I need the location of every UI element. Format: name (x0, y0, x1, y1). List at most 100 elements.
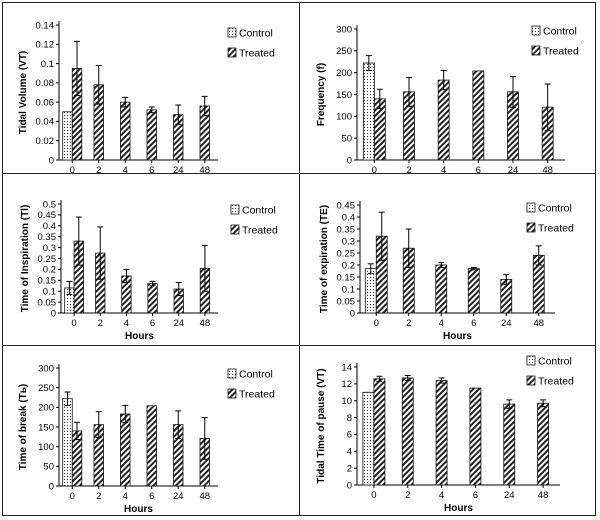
y-tick-label: 100 (336, 112, 352, 123)
x-axis-title: Hours (444, 503, 473, 514)
legend-label: Treated (242, 225, 278, 237)
x-tick-label: 2 (96, 491, 101, 502)
y-tick-label: 12 (341, 379, 352, 390)
legend-swatch-treated (230, 224, 240, 235)
legend-label: Control (242, 205, 276, 217)
y-axis-title: Time of expiration (TE) (319, 205, 330, 313)
x-tick-label: 24 (504, 490, 515, 501)
control-bar (62, 398, 73, 487)
treated-bar (472, 70, 485, 161)
control-bar (362, 391, 375, 486)
y-tick-label: 0.14 (36, 20, 55, 31)
y-tick-label: 250 (38, 383, 54, 394)
y-tick-label: 0.35 (337, 224, 356, 235)
x-tick-label: 4 (439, 318, 444, 329)
legend-swatch-control (526, 355, 536, 366)
x-tick-label: 48 (533, 318, 544, 329)
chart-svg: 00.050.10.150.20.250.30.350.40.450 2 4 6 24 4… (319, 200, 574, 342)
treated-bar (146, 405, 157, 487)
x-tick-label: 2 (406, 165, 411, 176)
y-tick-label: 0 (350, 308, 355, 319)
x-tick-label: 4 (124, 318, 129, 329)
x-tick-label: 6 (149, 491, 154, 502)
treated-bar (435, 264, 448, 314)
y-tick-label: 0.25 (38, 254, 57, 265)
x-tick-label: 6 (476, 165, 481, 176)
legend-swatch-treated (526, 375, 536, 386)
x-tick-label: 2 (405, 490, 410, 501)
legend-swatch-control (227, 368, 237, 379)
x-tick-label: 24 (173, 318, 184, 329)
x-tick-label: 48 (200, 318, 211, 329)
y-tick-label: 250 (336, 46, 352, 57)
y-axis-title: Tidal Time of pause (VT) (316, 368, 327, 483)
x-tick-label: 48 (199, 165, 210, 176)
y-tick-label: 6 (347, 430, 352, 441)
y-tick-label: 0 (347, 480, 352, 491)
y-tick-label: 0.06 (36, 97, 55, 108)
x-tick-label: 24 (501, 318, 512, 329)
y-tick-label: 0.1 (342, 284, 355, 295)
legend-swatch-treated (227, 388, 237, 399)
y-tick-label: 0.1 (43, 287, 56, 298)
y-axis-title: Time of break (Tь) (18, 384, 29, 471)
legend-label: Treated (239, 48, 275, 60)
treated-bar (437, 79, 450, 161)
y-axis-title: Tidal Volume (VT) (18, 51, 29, 135)
x-tick-label: 2 (98, 318, 103, 329)
x-tick-label: 6 (149, 165, 154, 176)
x-tick-label: 48 (538, 490, 549, 501)
expiration-time-panel: 0 0.05 0.1 0.15 0.2 0.25 0.3 0.35 0.4 0.45 0 2 4 6 24 4… (299, 173, 596, 346)
y-tick-label: 0.5 (43, 199, 56, 210)
x-tick-label: 2 (406, 318, 411, 329)
y-tick-label: 8 (347, 413, 352, 424)
y-tick-label: 0 (347, 155, 352, 166)
x-tick-label: 0 (372, 165, 377, 176)
y-tick-label: 0.3 (342, 236, 355, 247)
inspiration-time-panel: 0 0.05 0.1 0.15 0.2 0.25 0.3 0.35 0.4 0.45 0.5 0 2 4 6… (2, 173, 300, 346)
legend-swatch-control (526, 202, 536, 213)
y-tick-label: 0.1 (41, 59, 54, 70)
x-tick-label: 6 (471, 318, 476, 329)
x-tick-label: 4 (441, 165, 446, 176)
y-axis-title: Time of Inspiration (Tl) (20, 205, 31, 313)
legend-label: Control (538, 356, 572, 368)
treated-bar (469, 387, 482, 486)
y-tick-label: 10 (341, 396, 352, 407)
legend-swatch-control (531, 25, 541, 36)
legend-label: Treated (543, 46, 579, 58)
legend-swatch-treated (227, 47, 237, 58)
y-tick-label: 0.4 (43, 221, 56, 232)
y-tick-label: 0.4 (342, 212, 355, 223)
x-tick-label: 48 (542, 165, 553, 176)
y-tick-label: 300 (38, 363, 54, 374)
treated-bar (146, 109, 157, 161)
y-tick-label: 0 (49, 155, 54, 166)
x-tick-label: 4 (439, 490, 444, 501)
legend-swatch-control (227, 27, 237, 38)
legend-label: Treated (538, 223, 574, 235)
legend-swatch-treated (531, 45, 541, 56)
y-tick-label: 0.3 (43, 243, 56, 254)
y-tick-label: 4 (347, 447, 352, 458)
y-tick-label: 150 (38, 422, 54, 433)
x-tick-label: 0 (70, 491, 75, 502)
x-tick-label: 4 (123, 165, 128, 176)
chart-svg: 00.050.10.150.20.250.30.350.40.450.50 2 4 6… (20, 199, 278, 342)
treated-bar (147, 283, 158, 314)
tidal-volume-panel: 0 0.02 0.04 0.06 0.08 0.1 0.12 0.14 0 2 4 6 24 48 Tida… (2, 2, 300, 189)
y-tick-label: 0.08 (36, 78, 55, 89)
y-tick-label: 0.05 (38, 297, 57, 308)
y-tick-label: 2 (347, 463, 352, 474)
y-tick-label: 14 (341, 362, 352, 373)
x-tick-label: 0 (371, 490, 376, 501)
x-tick-label: 6 (150, 318, 155, 329)
treated-bar (120, 101, 131, 161)
x-tick-label: 2 (96, 165, 101, 176)
y-tick-label: 50 (341, 133, 352, 144)
y-tick-label: 0.45 (337, 200, 356, 211)
x-tick-label: 24 (173, 165, 184, 176)
break-time-panel: 0 50 100 150 200 250 300 0 2 4 6 24 48 Time of break … (2, 345, 300, 516)
